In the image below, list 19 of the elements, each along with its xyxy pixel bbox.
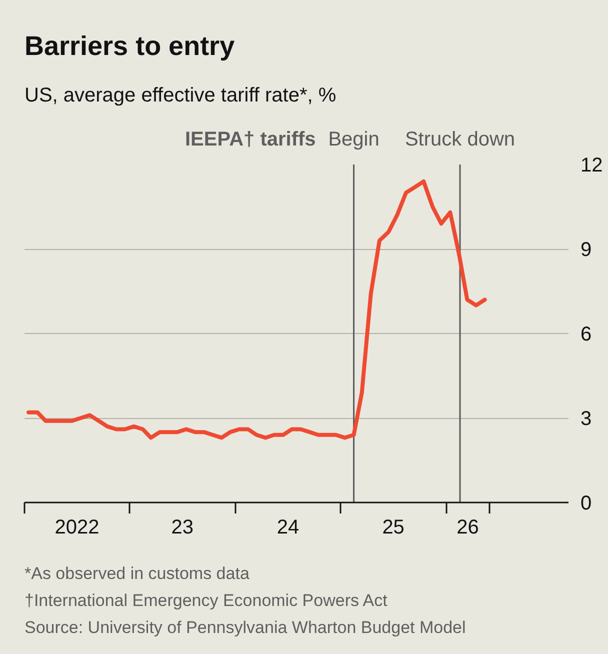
chart-subtitle: US, average effective tariff rate*, % xyxy=(24,84,336,106)
source-note: Source: University of Pennsylvania Wharton Budget Model xyxy=(24,618,466,637)
x-tick-label: 23 xyxy=(171,516,194,538)
x-tick-label: 2022 xyxy=(54,516,100,538)
y-tick-label: 6 xyxy=(580,324,592,346)
x-tick-label: 26 xyxy=(456,516,479,538)
text: †International Emergency Economic Powers Act xyxy=(24,591,388,610)
y-tick-label: 9 xyxy=(580,239,592,261)
x-tick-label: 24 xyxy=(276,516,300,538)
y-tick-label: 3 xyxy=(580,408,592,430)
text: *As observed in customs data xyxy=(24,564,250,583)
chart-title: Barriers to entry xyxy=(24,31,235,61)
y-tick-label: 0 xyxy=(580,492,592,514)
ref-line-label: Begin xyxy=(328,128,380,150)
ref-line-label: Struck down xyxy=(404,128,516,150)
line-series xyxy=(26,179,487,440)
annotation: IEEPA† tariffs xyxy=(185,128,316,150)
x-tick-label: 25 xyxy=(382,516,404,538)
y-tick-label: 12 xyxy=(580,154,603,176)
